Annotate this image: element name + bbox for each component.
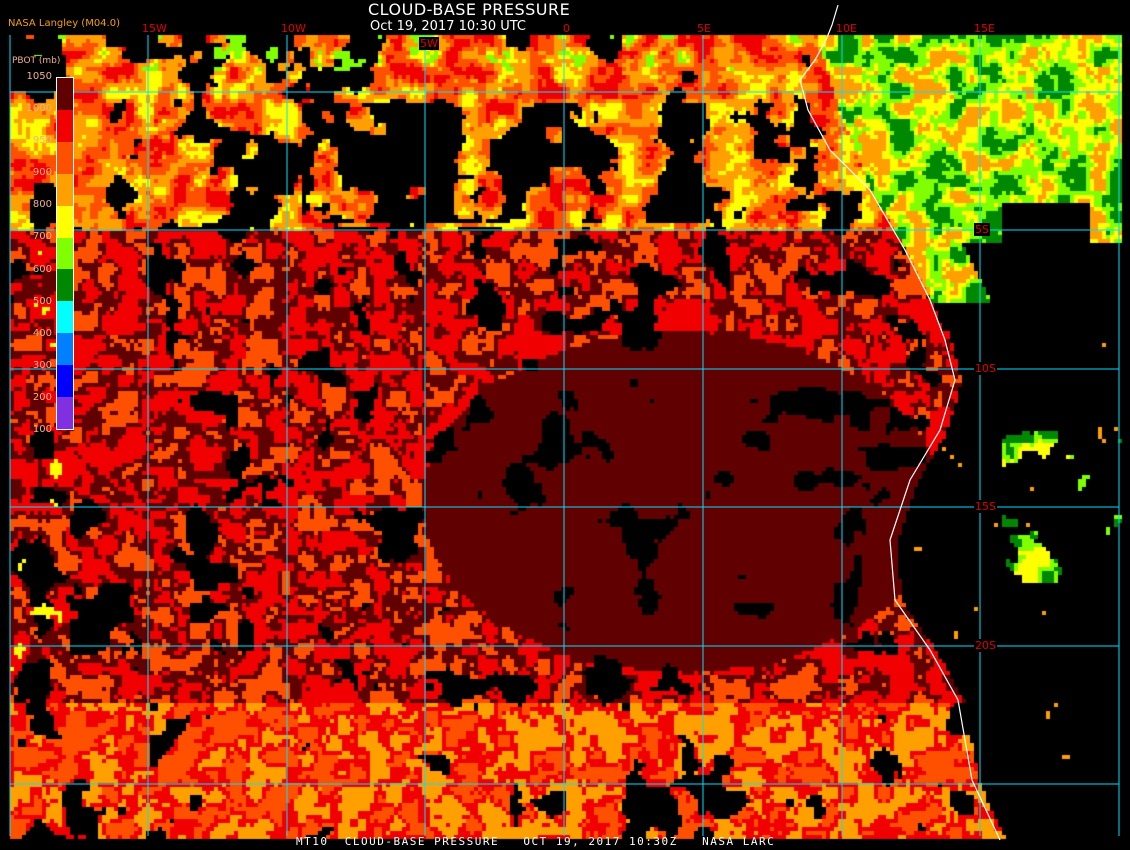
longitude-label: 15E — [974, 22, 995, 35]
longitude-label: 5W — [419, 37, 439, 50]
longitude-label: 5E — [697, 22, 711, 35]
latitude-label: 10S — [974, 362, 997, 375]
legend-tick-label: 200 — [32, 392, 52, 403]
color-scale-bar — [56, 77, 74, 430]
legend-tick-label: 400 — [32, 328, 52, 339]
legend-tick-label: 1050 — [26, 71, 52, 82]
legend-swatch — [57, 205, 73, 238]
legend-swatch — [57, 141, 73, 174]
legend-swatch — [57, 269, 73, 302]
legend-tick-label: 900 — [32, 167, 52, 178]
latitude-label: 20S — [974, 639, 997, 652]
latitude-label: 5S — [974, 223, 990, 236]
legend-swatch — [57, 109, 73, 142]
legend-tick-label: 800 — [32, 199, 52, 210]
map-timestamp: Oct 19, 2017 10:30 UTC — [370, 19, 526, 34]
coastline — [799, 4, 1001, 841]
legend-tick-label: 600 — [32, 264, 52, 275]
legend-tick-label: 700 — [32, 231, 52, 242]
legend-swatch — [57, 78, 73, 110]
legend-tick-label: 500 — [32, 296, 52, 307]
latitude-label: 15S — [974, 500, 997, 513]
footer-caption: MT10 CLOUD-BASE PRESSURE OCT 19, 2017 10… — [296, 835, 776, 848]
longitude-label: 15W — [142, 22, 167, 35]
legend-swatch — [57, 365, 73, 398]
legend-tick-label: 1000 — [26, 103, 52, 114]
legend-swatch — [57, 237, 73, 270]
legend-swatch — [57, 333, 73, 366]
longitude-label: 10E — [836, 22, 857, 35]
legend-tick-label: 950 — [32, 135, 52, 146]
legend-tick-label: 300 — [32, 360, 52, 371]
legend-title: PBOT (mb) — [12, 56, 61, 67]
legend-swatch — [57, 173, 73, 206]
map-title: CLOUD-BASE PRESSURE — [368, 0, 571, 19]
longitude-label: 10W — [281, 22, 306, 35]
legend-tick-label: 100 — [32, 424, 52, 435]
legend-swatch — [57, 397, 73, 429]
legend-swatch — [57, 301, 73, 334]
credit-label: NASA Langley (M04.0) — [8, 18, 120, 29]
longitude-label: 0 — [563, 22, 570, 35]
